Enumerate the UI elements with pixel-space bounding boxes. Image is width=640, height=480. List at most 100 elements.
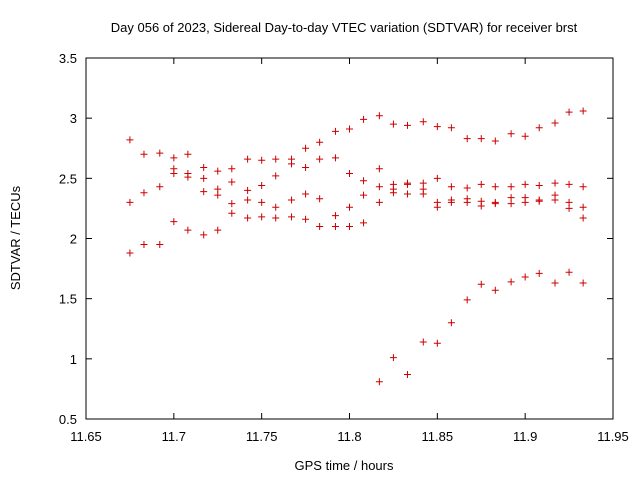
data-point (316, 195, 324, 203)
data-point (565, 268, 573, 276)
data-point (521, 180, 529, 188)
data-point (403, 121, 411, 129)
data-point (316, 155, 324, 163)
data-point (140, 150, 148, 158)
y-axis-label: SDTVAR / TECUs (8, 185, 23, 290)
data-point (463, 184, 471, 192)
data-point (258, 156, 266, 164)
data-point (551, 119, 559, 127)
data-point (565, 204, 573, 212)
data-point (551, 279, 559, 287)
data-point (433, 123, 441, 131)
data-point (228, 200, 236, 208)
data-point (521, 132, 529, 140)
data-point (272, 214, 280, 222)
data-point (521, 198, 529, 206)
data-point (491, 137, 499, 145)
data-point (360, 219, 368, 227)
data-point (477, 180, 485, 188)
data-point (389, 354, 397, 362)
data-point (579, 279, 587, 287)
data-point (507, 130, 515, 138)
x-axis-label: GPS time / hours (295, 458, 394, 473)
data-point (375, 183, 383, 191)
data-point (214, 191, 222, 199)
data-point (346, 170, 353, 178)
data-point (302, 164, 310, 172)
data-point (170, 170, 178, 178)
y-tick-label: 2 (70, 232, 77, 247)
data-point (360, 177, 368, 185)
data-point (419, 338, 427, 346)
data-point (507, 183, 515, 191)
data-point (346, 125, 353, 133)
data-point (403, 180, 411, 188)
data-point (463, 135, 471, 143)
data-point (170, 154, 178, 162)
data-point (258, 198, 266, 206)
data-point (184, 173, 192, 181)
data-point (579, 183, 587, 191)
data-point (244, 214, 252, 222)
data-point (272, 172, 280, 180)
data-point (507, 200, 515, 208)
data-point (375, 378, 383, 386)
data-point (419, 179, 427, 187)
data-point (214, 185, 222, 193)
data-point (463, 198, 471, 206)
data-point (477, 280, 485, 288)
data-point (170, 218, 178, 226)
x-tick-label: 11.95 (597, 429, 629, 444)
data-point (302, 215, 310, 223)
x-tick-label: 11.85 (422, 429, 454, 444)
data-point (521, 273, 529, 281)
data-point (535, 182, 543, 190)
data-point (447, 124, 455, 132)
data-point (200, 188, 208, 196)
data-point (272, 155, 280, 163)
data-point (214, 226, 222, 234)
data-point (200, 174, 208, 182)
data-point (316, 138, 324, 146)
data-point (433, 203, 441, 211)
data-point (331, 222, 339, 230)
data-point (403, 370, 411, 378)
data-point (140, 189, 148, 197)
data-points (126, 107, 587, 386)
data-point (579, 214, 587, 222)
data-point (288, 160, 296, 168)
x-tick-label: 11.9 (513, 429, 537, 444)
data-point (228, 209, 236, 217)
data-point (375, 112, 383, 120)
data-point (507, 278, 515, 286)
data-point (447, 183, 455, 191)
data-point (228, 178, 236, 186)
data-point (184, 150, 192, 158)
data-point (419, 190, 427, 198)
data-point (258, 182, 266, 190)
data-point (551, 196, 559, 204)
data-point (447, 198, 455, 206)
data-point (551, 179, 559, 187)
data-point (477, 202, 485, 210)
data-point (360, 191, 368, 199)
data-point (419, 118, 427, 126)
data-point (156, 241, 164, 249)
data-point (156, 183, 164, 191)
data-point (244, 186, 252, 194)
x-tick-label: 11.65 (70, 429, 102, 444)
data-point (491, 183, 499, 191)
data-point (272, 203, 280, 211)
data-point (507, 194, 515, 202)
data-point (579, 203, 587, 211)
data-point (156, 149, 164, 157)
data-point (375, 198, 383, 206)
data-point (477, 135, 485, 143)
y-axis-ticks: 0.5 1 1.5 2 2.5 3 3.5 (59, 51, 613, 427)
y-tick-label: 3.5 (59, 51, 77, 66)
data-point (389, 120, 397, 128)
data-point (463, 296, 471, 304)
data-point (375, 165, 383, 173)
y-tick-label: 1 (70, 352, 77, 367)
